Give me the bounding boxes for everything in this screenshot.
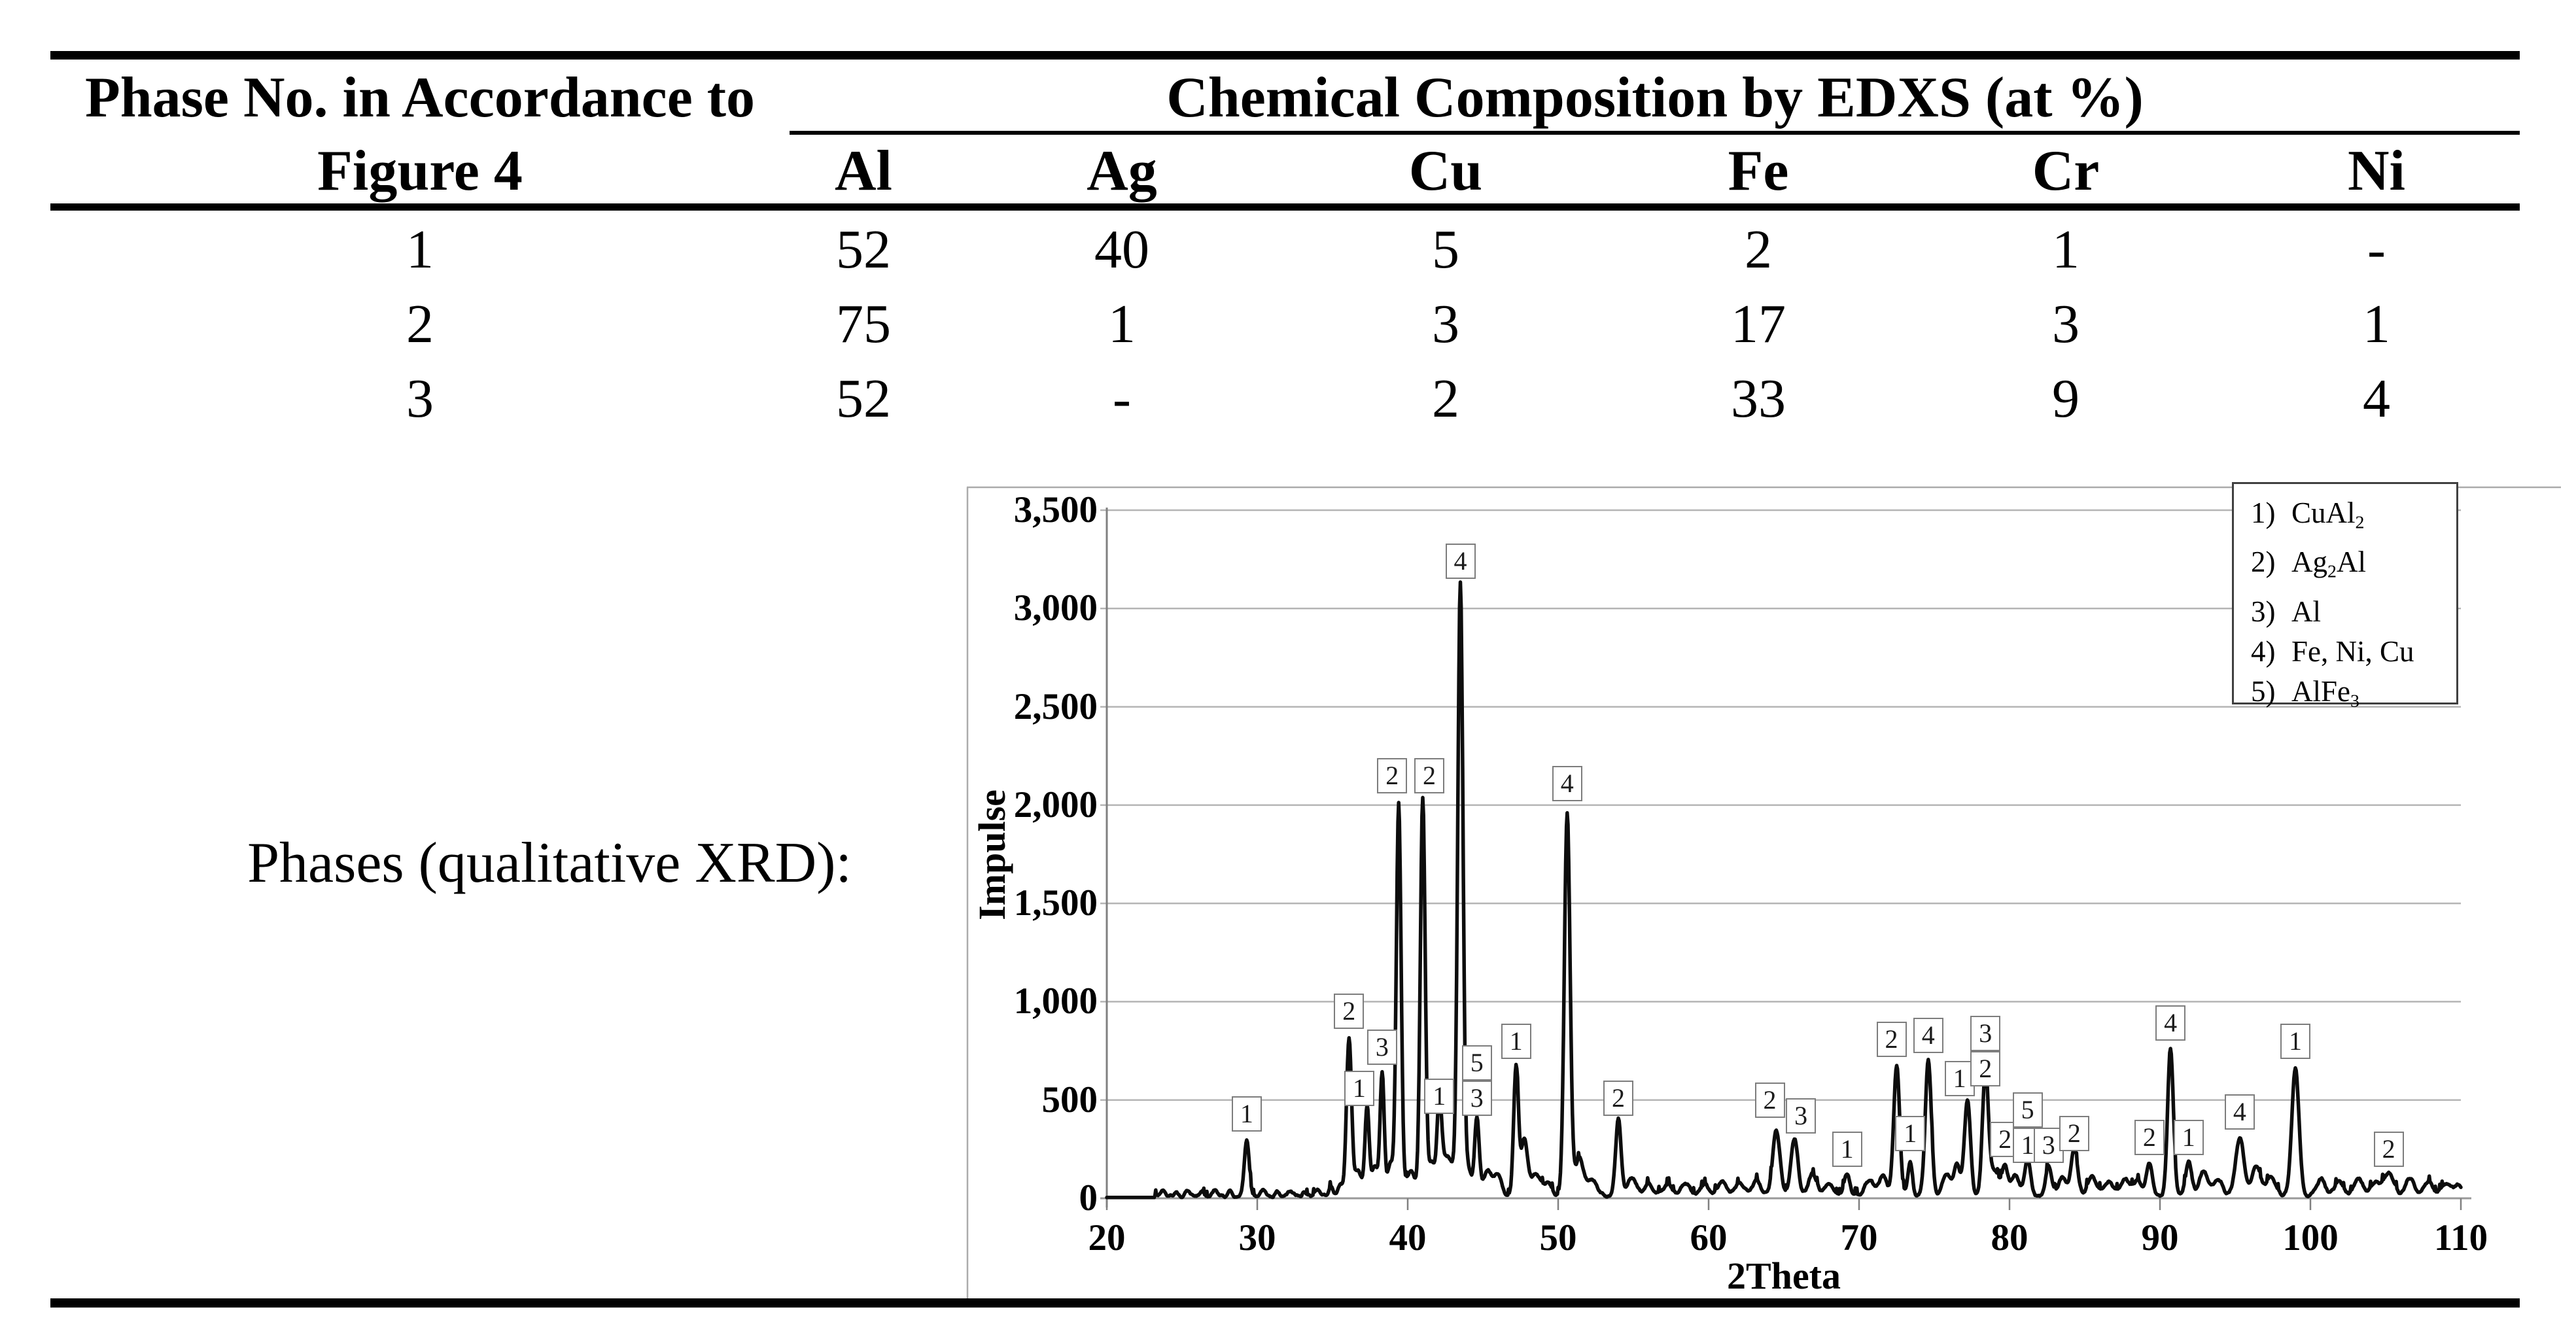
legend-item-number: 1) (2251, 496, 2276, 529)
table-header-phase-line2: Figure 4 (317, 139, 523, 203)
column-header-cu: Cu (1408, 139, 1483, 203)
legend-item-number: 2) (2251, 546, 2276, 579)
table-cell: 2 (1745, 219, 1772, 280)
legend-item-number: 5) (2251, 674, 2276, 708)
legend-item-label: Fe, Ni, Cu (2291, 634, 2414, 668)
legend-item: 1) CuAl2 (2251, 493, 2456, 542)
column-header-fe: Fe (1728, 139, 1789, 203)
table-cell: 1 (2052, 219, 2080, 280)
table-cell-phase: 3 (406, 368, 434, 429)
legend-item: 2) Ag2Al (2251, 542, 2456, 591)
table-cell: 5 (1432, 219, 1459, 280)
table-cell: 9 (2052, 368, 2080, 429)
legend-item: 4) Fe, Ni, Cu (2251, 632, 2456, 672)
edxs-underline-rule (790, 131, 2520, 135)
column-header-ag: Ag (1087, 139, 1157, 203)
table-bottom-rule (50, 1298, 2520, 1308)
legend-item: 5) AlFe3 (2251, 672, 2456, 721)
legend-item-label: Al (2291, 595, 2321, 628)
table-cell: 1 (2363, 294, 2390, 355)
table-top-rule (50, 51, 2520, 60)
table-header-rule (50, 203, 2520, 211)
table-cell: 33 (1731, 368, 1786, 429)
table-cell-phase: 2 (406, 294, 434, 355)
table-cell: 2 (1432, 368, 1459, 429)
table-cell: - (1113, 368, 1131, 429)
column-header-cr: Cr (2032, 139, 2100, 203)
legend-item-label: Ag2Al (2291, 546, 2366, 582)
legend-item-number: 3) (2251, 595, 2276, 628)
table-cell: 75 (836, 294, 891, 355)
legend-item-label: CuAl2 (2291, 496, 2365, 533)
phases-row-label: Phases (qualitative XRD): (247, 831, 852, 895)
table-cell: - (2367, 219, 2386, 280)
legend-item-label: AlFe3 (2291, 674, 2359, 712)
table-cell-phase: 1 (406, 219, 434, 280)
table-cell: 52 (836, 219, 891, 280)
table-cell: 17 (1731, 294, 1786, 355)
legend-item-number: 4) (2251, 634, 2276, 668)
chart-legend: 1) CuAl2 2) Ag2Al 3) Al 4) Fe, Ni, Cu 5) AlFe3 (2232, 482, 2458, 711)
table-cell: 4 (2363, 368, 2390, 429)
column-header-ni: Ni (2348, 139, 2405, 203)
table-cell: 1 (1108, 294, 1136, 355)
column-header-al: Al (835, 139, 892, 203)
table-cell: 40 (1094, 219, 1149, 280)
table-header-group: Chemical Composition by EDXS (at %) (1166, 66, 2144, 130)
table-cell: 52 (836, 368, 891, 429)
table-cell: 3 (1432, 294, 1459, 355)
table-header-phase-line1: Phase No. in Accordance to (84, 66, 756, 130)
table-cell: 3 (2052, 294, 2080, 355)
xrd-trace (1105, 580, 2463, 1200)
legend-item: 3) Al (2251, 592, 2456, 632)
